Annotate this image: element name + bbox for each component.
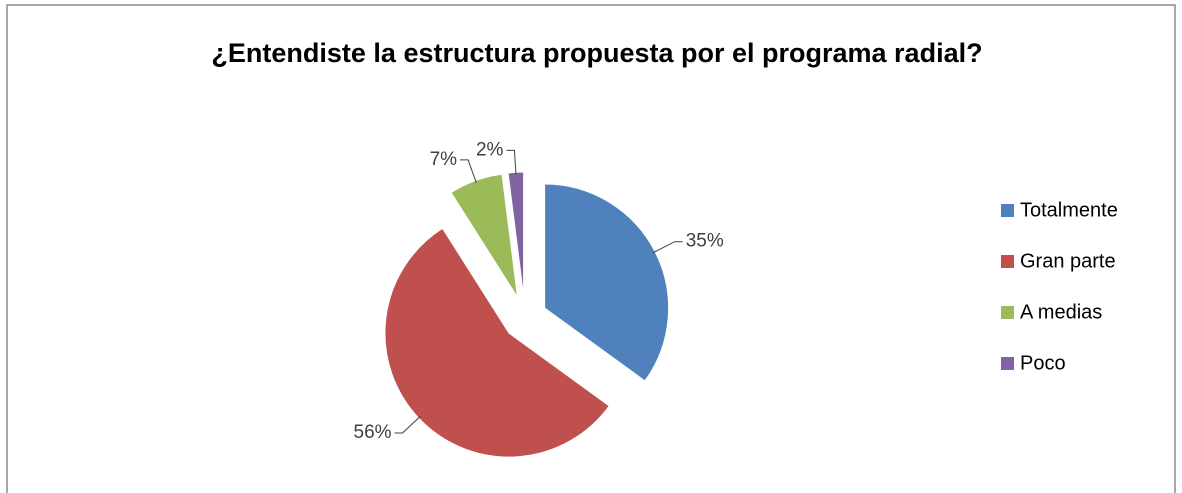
legend-label: Poco [1020,352,1066,374]
legend-swatch [1001,306,1014,319]
legend-label: Totalmente [1020,199,1118,221]
legend-label: A medias [1020,301,1102,323]
leader-line [460,159,477,184]
leader-line [394,415,421,434]
data-label: 2% [476,139,504,160]
data-label: 35% [686,231,724,252]
chart-title: ¿Entendiste la estructura propuesta por … [211,38,982,68]
leader-line [506,149,517,175]
legend-swatch [1001,204,1014,217]
legend-swatch [1001,357,1014,370]
data-label: 7% [430,149,458,170]
legend-label: Gran parte [1020,250,1116,272]
data-label: 56% [354,422,392,443]
leader-line [652,241,683,254]
legend-swatch [1001,255,1014,268]
